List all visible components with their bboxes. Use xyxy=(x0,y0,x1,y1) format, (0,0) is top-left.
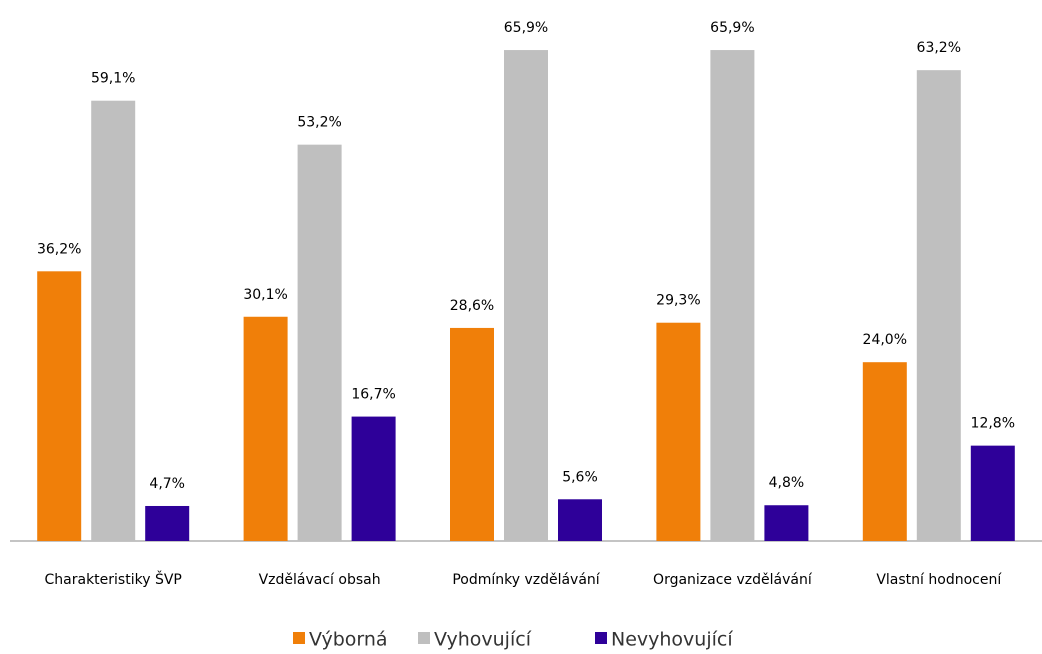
legend-swatch xyxy=(293,632,305,644)
legend-swatch xyxy=(418,632,430,644)
x-tick-label: Vlastní hodnocení xyxy=(876,572,1002,588)
data-label: 65,9% xyxy=(710,20,754,36)
data-label: 4,8% xyxy=(769,475,805,491)
data-label: 4,7% xyxy=(149,476,185,492)
bar xyxy=(656,322,701,541)
x-tick-label: Charakteristiky ŠVP xyxy=(45,570,182,588)
bar xyxy=(145,505,190,541)
data-label: 12,8% xyxy=(971,416,1015,432)
data-label: 29,3% xyxy=(656,293,700,309)
data-label: 36,2% xyxy=(37,241,81,257)
bar xyxy=(970,445,1015,541)
legend-swatch xyxy=(595,632,607,644)
x-tick-label: Podmínky vzdělávání xyxy=(452,572,600,588)
bar xyxy=(450,327,494,541)
legend-label: Nevyhovující xyxy=(611,629,733,651)
legend-label: Vyhovující xyxy=(434,629,532,651)
legend-label: Výborná xyxy=(309,629,388,651)
bar xyxy=(764,505,809,541)
bar xyxy=(504,50,548,542)
x-tick-label: Organizace vzdělávání xyxy=(653,572,813,588)
data-label: 30,1% xyxy=(243,287,287,303)
data-label: 24,0% xyxy=(863,332,907,348)
data-label: 59,1% xyxy=(91,71,135,87)
bar xyxy=(558,499,602,541)
bar xyxy=(916,70,961,541)
bar xyxy=(710,50,755,542)
data-label: 5,6% xyxy=(562,469,598,485)
data-label: 16,7% xyxy=(351,387,395,403)
bar xyxy=(91,100,136,541)
data-label: 28,6% xyxy=(450,298,494,314)
bar xyxy=(243,316,288,541)
bar xyxy=(297,144,342,541)
bar xyxy=(351,416,396,541)
data-label: 53,2% xyxy=(297,115,341,131)
x-tick-label: Vzdělávací obsah xyxy=(259,572,381,588)
bar xyxy=(862,362,907,541)
data-label: 65,9% xyxy=(504,20,548,36)
bar xyxy=(37,271,82,541)
data-label: 63,2% xyxy=(917,40,961,56)
